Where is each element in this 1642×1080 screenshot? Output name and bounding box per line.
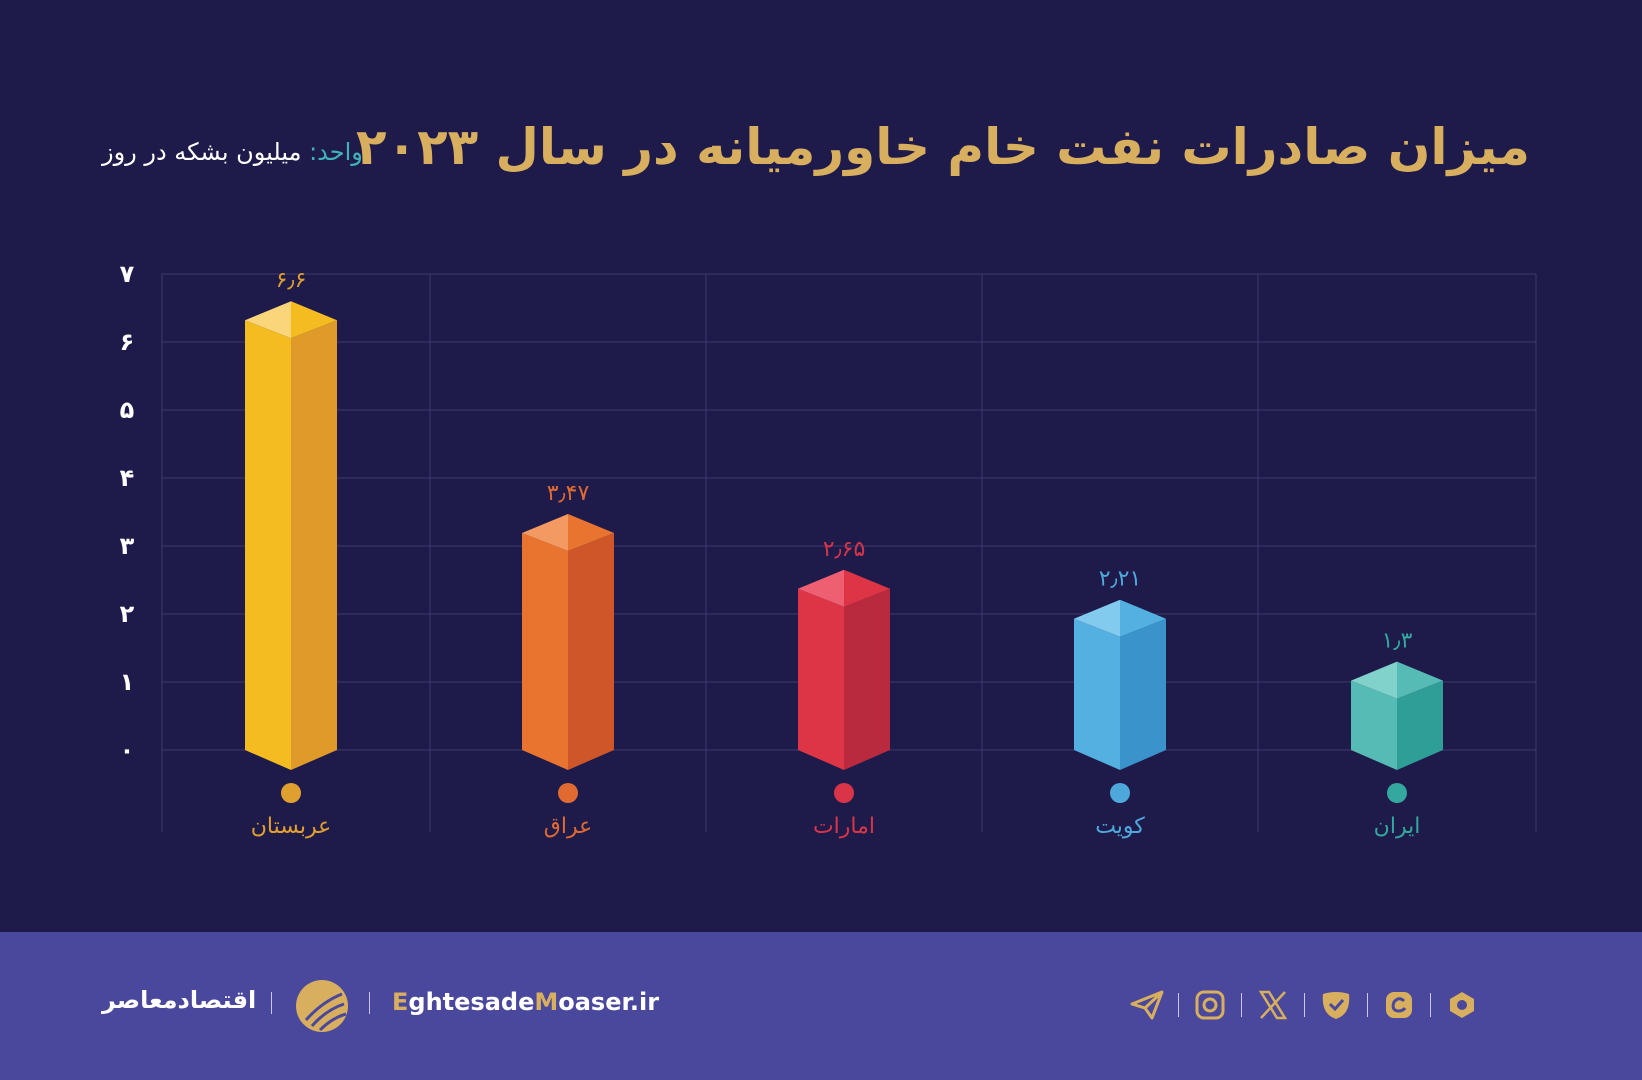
unit-value: میلیون بشکه در روز bbox=[102, 138, 302, 166]
data-label: ۲٫۶۵ bbox=[823, 537, 866, 562]
y-tick-label: ۶ bbox=[120, 328, 135, 356]
instagram-icon[interactable] bbox=[1190, 987, 1230, 1023]
bar-top-left bbox=[245, 301, 291, 339]
legend-dot bbox=[558, 783, 578, 803]
category-label: ایران bbox=[1374, 814, 1421, 839]
bar-front-face bbox=[798, 588, 844, 770]
bar-top-right bbox=[1397, 661, 1443, 699]
eitaa-icon[interactable] bbox=[1316, 987, 1356, 1023]
chart-title: میزان صادرات نفت خام خاورمیانه در سال ۲۰… bbox=[356, 118, 1531, 176]
bar-side-face bbox=[1397, 680, 1443, 770]
bar-front-face bbox=[522, 533, 568, 770]
bar-front-face bbox=[1351, 680, 1397, 770]
data-label: ۲٫۲۱ bbox=[1099, 567, 1142, 592]
logo-icon bbox=[296, 980, 348, 1032]
y-tick-label: ۱ bbox=[120, 668, 135, 696]
y-tick-label: ۴ bbox=[120, 464, 135, 492]
website-link[interactable]: EghtesadeMoaser.ir bbox=[392, 988, 660, 1016]
bar-top-left bbox=[1074, 599, 1120, 637]
legend-dot bbox=[1387, 783, 1407, 803]
category-label: کویت bbox=[1095, 814, 1145, 839]
telegram-icon[interactable] bbox=[1127, 987, 1167, 1023]
bar-side-face bbox=[291, 320, 337, 770]
bar-top-left bbox=[1351, 661, 1397, 699]
category-label: عراق bbox=[544, 814, 592, 839]
bar-front-face bbox=[1074, 618, 1120, 770]
y-tick-label: ۵ bbox=[120, 396, 135, 424]
social-icons bbox=[1127, 987, 1482, 1023]
data-label: ۶٫۶ bbox=[276, 268, 307, 293]
divider bbox=[271, 992, 272, 1014]
bale-icon[interactable] bbox=[1442, 987, 1482, 1023]
divider bbox=[369, 992, 370, 1014]
bar-top-left bbox=[798, 569, 844, 607]
bar-top-right bbox=[1120, 599, 1166, 637]
category-label: امارات bbox=[813, 814, 875, 839]
legend-dot bbox=[1110, 783, 1130, 803]
bar-chart: ۰ ۱ ۲ ۳ ۴ ۵ ۶ ۷ ۶٫۶ عربستان ۳٫۴۷ عراق ۲٫۶۵ امارات ۲٫۲۱… bbox=[120, 260, 1537, 839]
category-label: عربستان bbox=[251, 814, 332, 839]
bar-top-right bbox=[291, 301, 337, 339]
bar-front-face bbox=[245, 320, 291, 770]
unit-label: واحد: میلیون بشکه در روز bbox=[102, 138, 363, 166]
bar-top-right bbox=[568, 514, 614, 552]
bar-top-left bbox=[522, 514, 568, 552]
footer: اقتصادمعاصر EghtesadeMoaser.ir bbox=[0, 932, 1642, 1080]
unit-key: واحد: bbox=[309, 138, 363, 166]
legend-dot bbox=[834, 783, 854, 803]
brand-name: اقتصادمعاصر bbox=[102, 986, 257, 1014]
y-tick-label: ۲ bbox=[120, 600, 135, 628]
y-tick-label: ۳ bbox=[120, 532, 135, 560]
rubika-icon[interactable] bbox=[1379, 987, 1419, 1023]
y-tick-label: ۰ bbox=[120, 736, 135, 764]
data-label: ۱٫۳ bbox=[1382, 629, 1413, 654]
y-tick-label: ۷ bbox=[120, 260, 135, 288]
bar-side-face bbox=[568, 533, 614, 770]
legend-dot bbox=[281, 783, 301, 803]
x-icon[interactable] bbox=[1253, 987, 1293, 1023]
bar-side-face bbox=[1120, 618, 1166, 770]
data-label: ۳٫۴۷ bbox=[547, 481, 590, 506]
bar-top-right bbox=[844, 569, 890, 607]
bar-side-face bbox=[844, 588, 890, 770]
